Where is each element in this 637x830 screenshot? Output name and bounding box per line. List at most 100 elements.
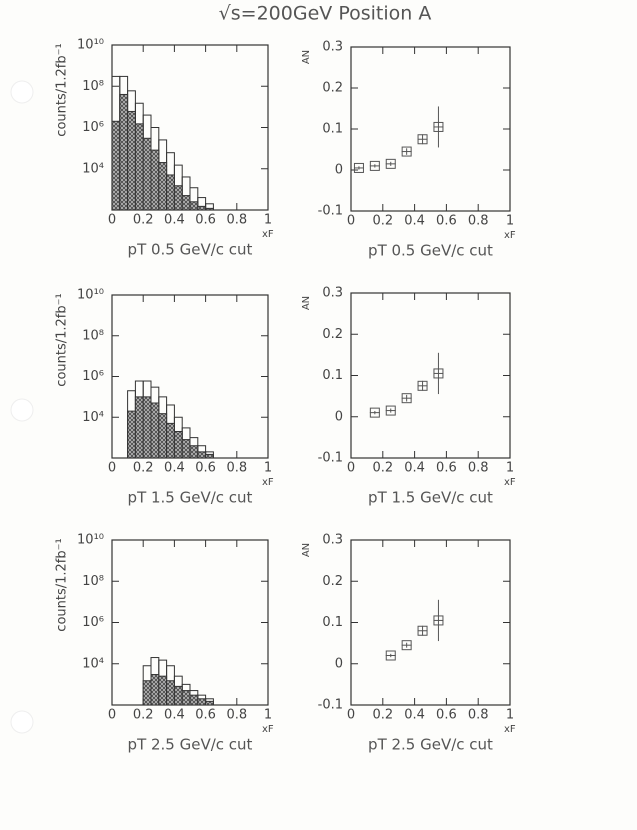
y-tick-label: 10⁴ [82, 161, 104, 176]
y-axis-label: counts/1.2fb⁻¹ [55, 43, 70, 136]
y-tick-label: 10⁴ [82, 656, 104, 671]
point [401, 146, 412, 157]
hatched-bar [205, 453, 214, 459]
point [417, 380, 428, 391]
y-tick-label: 10¹⁰ [77, 288, 104, 303]
y-tick-label: 0 [335, 163, 343, 178]
y-tick-label: 0.2 [322, 327, 343, 342]
x-tick-label: 1 [264, 708, 272, 723]
x-tick-label: 0.4 [164, 708, 185, 723]
y-tick-label: 10¹⁰ [77, 38, 104, 53]
plot-frame [350, 539, 511, 706]
y-axis-label: counts/1.2fb⁻¹ [55, 293, 70, 386]
hatched-bar [197, 205, 207, 211]
y-tick-label: 0.1 [322, 122, 343, 137]
hatched-bar [127, 110, 136, 211]
x-tick-label: 0.6 [436, 214, 457, 229]
hatched-bar [150, 149, 160, 211]
point [401, 640, 412, 651]
hatched-bar [181, 439, 191, 459]
point [369, 407, 380, 418]
point [417, 625, 428, 636]
hatched-bar [173, 430, 183, 459]
chart-caption: pT 2.5 GeV/c cut [128, 736, 253, 754]
y-tick-label: 10⁸ [82, 328, 104, 343]
x-tick-label: 0.2 [133, 213, 154, 228]
x-tick-label: 0.4 [164, 461, 185, 476]
x-tick-label: 0.8 [226, 708, 247, 723]
x-tick-label: 0.6 [195, 708, 216, 723]
y-tick-label: 0.2 [322, 81, 343, 96]
x-tick-label: 1 [506, 708, 514, 723]
hatched-bar [111, 120, 121, 211]
y-tick-label: 10⁸ [82, 79, 104, 94]
hatched-bar [197, 698, 207, 706]
hatched-bar [119, 93, 129, 211]
y-tick-label: -0.1 [318, 204, 343, 219]
x-tick-label: 0.6 [436, 708, 457, 723]
hatched-bar [189, 445, 199, 459]
hatched-bar [166, 174, 175, 211]
hatched-bar [197, 451, 207, 459]
chart-caption: pT 2.5 GeV/c cut [368, 736, 493, 754]
hatched-bar [173, 685, 183, 706]
x-axis-label: xF [262, 724, 274, 735]
point [433, 615, 444, 626]
x-tick-label: 0.6 [436, 461, 457, 476]
x-tick-label: 0.8 [226, 213, 247, 228]
chart-caption: pT 1.5 GeV/c cut [368, 489, 493, 507]
hatched-bar [158, 162, 168, 211]
x-tick-label: 0.6 [195, 461, 216, 476]
hatched-bar [150, 674, 160, 706]
punch-hole [10, 80, 34, 104]
y-tick-label: 0 [335, 409, 343, 424]
hatched-bar [189, 694, 199, 706]
hatched-bar [181, 195, 191, 211]
y-tick-label: 0.1 [322, 368, 343, 383]
x-tick-label: 0.2 [133, 461, 154, 476]
x-tick-label: 0 [108, 213, 116, 228]
point [385, 158, 396, 169]
y-tick-label: -0.1 [318, 451, 343, 466]
point [353, 162, 364, 173]
point [369, 160, 380, 171]
y-tick-label: 10⁶ [82, 120, 104, 135]
hatched-bar [134, 123, 144, 211]
x-tick-label: 0 [347, 461, 355, 476]
plot-frame [111, 539, 269, 706]
x-axis-label: xF [504, 230, 516, 241]
x-tick-label: 1 [506, 461, 514, 476]
chart-caption: pT 1.5 GeV/c cut [128, 489, 253, 507]
y-axis-label: counts/1.2fb⁻¹ [55, 538, 70, 631]
punch-hole [10, 398, 34, 422]
y-tick-label: 0.3 [322, 286, 343, 301]
x-tick-label: 0.8 [468, 461, 489, 476]
x-tick-label: 0 [108, 708, 116, 723]
x-axis-label: xF [504, 477, 516, 488]
hatched-bar [150, 402, 160, 459]
y-axis-label: AN [301, 296, 312, 310]
y-tick-label: 10⁶ [82, 369, 104, 384]
y-tick-label: 10⁶ [82, 615, 104, 630]
x-tick-label: 0.8 [468, 214, 489, 229]
x-tick-label: 0.4 [164, 213, 185, 228]
y-tick-label: 0.3 [322, 533, 343, 548]
x-tick-label: 0.2 [372, 461, 393, 476]
y-tick-label: 10⁸ [82, 574, 104, 589]
plot-frame [350, 292, 511, 459]
hatched-bar [127, 410, 136, 459]
hatched-bar [205, 207, 214, 211]
page-title: √s=200GeV Position A [219, 3, 432, 25]
x-tick-label: 0.6 [195, 213, 216, 228]
x-tick-label: 1 [264, 461, 272, 476]
plot-frame [350, 46, 511, 212]
x-tick-label: 0.2 [372, 214, 393, 229]
x-tick-label: 0.2 [372, 708, 393, 723]
punch-hole [10, 710, 34, 734]
y-axis-label: AN [301, 50, 312, 64]
y-tick-label: 0.2 [322, 574, 343, 589]
chart-caption: pT 0.5 GeV/c cut [128, 241, 253, 259]
point [385, 405, 396, 416]
point [401, 393, 412, 404]
x-tick-label: 1 [264, 213, 272, 228]
